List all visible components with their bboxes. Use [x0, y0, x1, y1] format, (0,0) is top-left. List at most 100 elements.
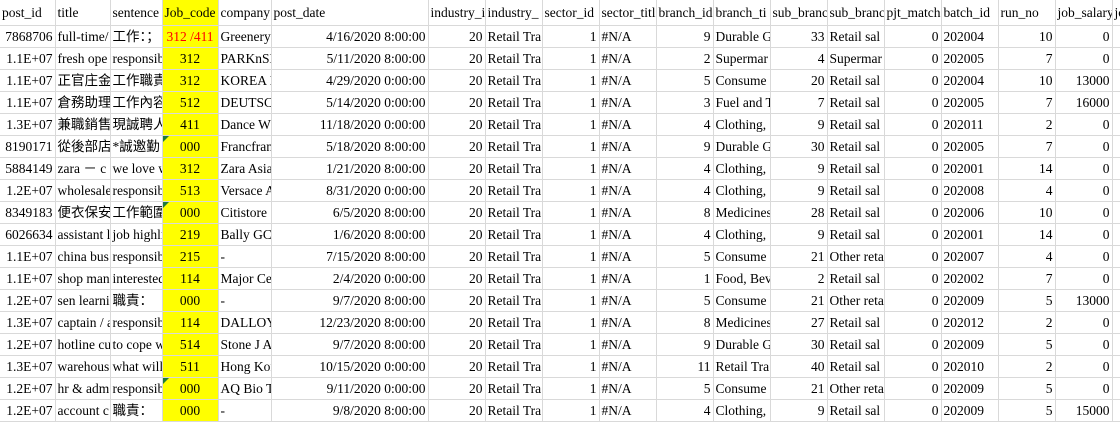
- cell-industry-id[interactable]: 20: [428, 223, 486, 246]
- cell-industry-id[interactable]: 20: [428, 179, 486, 202]
- cell-job-code[interactable]: 114: [162, 267, 219, 290]
- cell-branch-title[interactable]: Retail Tra: [713, 355, 771, 378]
- cell-industry-title[interactable]: Retail Tra: [485, 47, 543, 70]
- cell-job-salary[interactable]: 16000: [1055, 91, 1113, 114]
- cell-industry-id[interactable]: 20: [428, 157, 486, 180]
- cell-pjt-match[interactable]: 0: [884, 91, 942, 114]
- cell-sector-title[interactable]: #N/A: [599, 25, 657, 48]
- cell-run-no[interactable]: 5: [998, 377, 1056, 400]
- cell-sentence[interactable]: responsib: [110, 47, 163, 70]
- column-header-industry-title[interactable]: industry_: [485, 0, 543, 26]
- cell-industry-id[interactable]: 20: [428, 113, 486, 136]
- cell-run-no[interactable]: 7: [998, 91, 1056, 114]
- cell-job-overflow[interactable]: [1112, 223, 1120, 246]
- cell-sub-branch-title[interactable]: Retail sal: [827, 69, 885, 92]
- cell-job-overflow[interactable]: [1112, 201, 1120, 224]
- cell-sentence[interactable]: 現誠聘人: [110, 113, 163, 136]
- cell-sector-title[interactable]: #N/A: [599, 245, 657, 268]
- cell-title[interactable]: 兼職銷售: [55, 113, 111, 136]
- cell-sub-branch-title[interactable]: Retail sal: [827, 333, 885, 356]
- cell-pjt-match[interactable]: 0: [884, 113, 942, 136]
- cell-title[interactable]: fresh ope: [55, 47, 111, 70]
- cell-industry-title[interactable]: Retail Tra: [485, 179, 543, 202]
- cell-pjt-match[interactable]: 0: [884, 179, 942, 202]
- cell-pjt-match[interactable]: 0: [884, 267, 942, 290]
- cell-branch-title[interactable]: Supermar: [713, 47, 771, 70]
- cell-sub-branch-id[interactable]: 21: [770, 377, 828, 400]
- cell-run-no[interactable]: 7: [998, 135, 1056, 158]
- cell-post-date[interactable]: 12/23/2020 8:00:00: [271, 311, 429, 334]
- cell-sector-title[interactable]: #N/A: [599, 267, 657, 290]
- cell-post-id[interactable]: 1.1E+07: [0, 69, 56, 92]
- cell-job-overflow[interactable]: [1112, 355, 1120, 378]
- cell-sector-id[interactable]: 1: [542, 223, 600, 246]
- cell-branch-id[interactable]: 8: [656, 311, 714, 334]
- cell-branch-title[interactable]: Clothing,: [713, 399, 771, 422]
- cell-company[interactable]: PARKnSH: [218, 47, 272, 70]
- cell-branch-id[interactable]: 5: [656, 245, 714, 268]
- cell-company[interactable]: AQ Bio T: [218, 377, 272, 400]
- cell-batch-id[interactable]: 202009: [941, 333, 999, 356]
- cell-industry-id[interactable]: 20: [428, 135, 486, 158]
- cell-sub-branch-id[interactable]: 20: [770, 69, 828, 92]
- cell-sentence[interactable]: responsib: [110, 179, 163, 202]
- cell-branch-id[interactable]: 9: [656, 25, 714, 48]
- cell-sub-branch-id[interactable]: 33: [770, 25, 828, 48]
- cell-branch-title[interactable]: Food, Bev: [713, 267, 771, 290]
- cell-post-date[interactable]: 6/5/2020 8:00:00: [271, 201, 429, 224]
- cell-sub-branch-title[interactable]: Retail sal: [827, 113, 885, 136]
- cell-run-no[interactable]: 10: [998, 69, 1056, 92]
- cell-branch-id[interactable]: 4: [656, 113, 714, 136]
- cell-branch-title[interactable]: Consume: [713, 69, 771, 92]
- cell-job-overflow[interactable]: [1112, 157, 1120, 180]
- cell-sub-branch-title[interactable]: Retail sal: [827, 91, 885, 114]
- cell-company[interactable]: DALLOY: [218, 311, 272, 334]
- cell-branch-title[interactable]: Durable G: [713, 25, 771, 48]
- cell-sub-branch-title[interactable]: Other reta: [827, 245, 885, 268]
- cell-post-id[interactable]: 8190171: [0, 135, 56, 158]
- cell-post-date[interactable]: 9/11/2020 0:00:00: [271, 377, 429, 400]
- cell-sentence[interactable]: 工作範圍: [110, 201, 163, 224]
- cell-industry-title[interactable]: Retail Tra: [485, 113, 543, 136]
- cell-industry-id[interactable]: 20: [428, 245, 486, 268]
- cell-job-code[interactable]: 000: [162, 135, 219, 158]
- cell-job-code[interactable]: 513: [162, 179, 219, 202]
- cell-batch-id[interactable]: 202005: [941, 135, 999, 158]
- cell-industry-id[interactable]: 20: [428, 201, 486, 224]
- cell-job-salary[interactable]: 0: [1055, 333, 1113, 356]
- cell-industry-title[interactable]: Retail Tra: [485, 289, 543, 312]
- cell-industry-id[interactable]: 20: [428, 25, 486, 48]
- cell-sentence[interactable]: responsib: [110, 245, 163, 268]
- cell-sector-title[interactable]: #N/A: [599, 113, 657, 136]
- cell-job-overflow[interactable]: [1112, 377, 1120, 400]
- cell-title[interactable]: zara － c: [55, 157, 111, 180]
- column-header-extra[interactable]: job: [1112, 0, 1120, 26]
- cell-sector-id[interactable]: 1: [542, 157, 600, 180]
- cell-job-code[interactable]: 215: [162, 245, 219, 268]
- cell-sector-id[interactable]: 1: [542, 135, 600, 158]
- cell-sector-id[interactable]: 1: [542, 69, 600, 92]
- cell-sub-branch-id[interactable]: 30: [770, 135, 828, 158]
- cell-run-no[interactable]: 2: [998, 113, 1056, 136]
- cell-company[interactable]: Citistore: [218, 201, 272, 224]
- cell-industry-id[interactable]: 20: [428, 289, 486, 312]
- cell-branch-id[interactable]: 9: [656, 135, 714, 158]
- cell-industry-title[interactable]: Retail Tra: [485, 201, 543, 224]
- cell-batch-id[interactable]: 202001: [941, 223, 999, 246]
- cell-run-no[interactable]: 5: [998, 289, 1056, 312]
- cell-industry-title[interactable]: Retail Tra: [485, 245, 543, 268]
- cell-job-code[interactable]: 514: [162, 333, 219, 356]
- cell-sentence[interactable]: 工作內容: [110, 91, 163, 114]
- cell-pjt-match[interactable]: 0: [884, 289, 942, 312]
- cell-post-date[interactable]: 1/21/2020 8:00:00: [271, 157, 429, 180]
- cell-sub-branch-title[interactable]: Retail sal: [827, 311, 885, 334]
- cell-sector-title[interactable]: #N/A: [599, 69, 657, 92]
- cell-industry-id[interactable]: 20: [428, 267, 486, 290]
- cell-title[interactable]: sen learni: [55, 289, 111, 312]
- cell-batch-id[interactable]: 202007: [941, 245, 999, 268]
- cell-job-salary[interactable]: 0: [1055, 157, 1113, 180]
- cell-branch-title[interactable]: Medicines: [713, 201, 771, 224]
- column-header-sentence[interactable]: sentence: [110, 0, 163, 26]
- cell-industry-title[interactable]: Retail Tra: [485, 399, 543, 422]
- cell-job-salary[interactable]: 0: [1055, 201, 1113, 224]
